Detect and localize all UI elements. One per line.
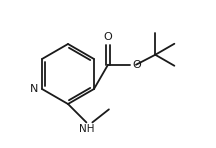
Text: N: N [30,84,38,94]
Text: NH: NH [79,124,94,134]
Text: O: O [104,32,112,42]
Text: O: O [132,60,141,70]
